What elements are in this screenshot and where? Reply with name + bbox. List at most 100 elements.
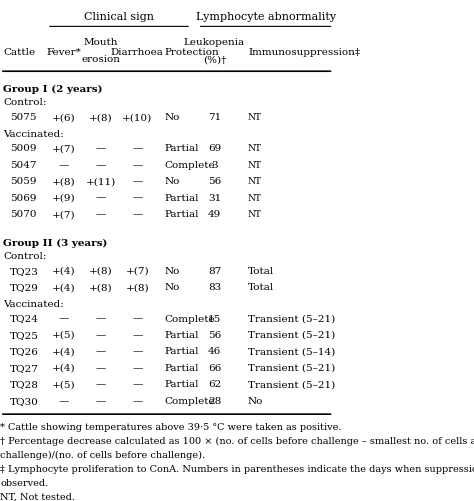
Text: Complete: Complete <box>164 160 215 169</box>
Text: No: No <box>248 396 264 405</box>
Text: Group I (2 years): Group I (2 years) <box>3 85 103 94</box>
Text: Transient (5–21): Transient (5–21) <box>248 380 335 388</box>
Text: NT: NT <box>248 193 262 202</box>
Text: erosion: erosion <box>81 55 120 64</box>
Text: +(5): +(5) <box>52 330 75 339</box>
Text: +(10): +(10) <box>122 113 153 122</box>
Text: No: No <box>164 267 180 276</box>
Text: (%)†: (%)† <box>203 55 226 64</box>
Text: Immunosuppression‡: Immunosuppression‡ <box>248 48 360 57</box>
Text: No: No <box>164 177 180 186</box>
Text: —: — <box>95 209 106 218</box>
Text: ‡ Lymphocyte proliferation to ConA. Numbers in parentheses indicate the days whe: ‡ Lymphocyte proliferation to ConA. Numb… <box>0 464 474 473</box>
Text: —: — <box>95 330 106 339</box>
Text: +(8): +(8) <box>89 283 112 292</box>
Text: +(4): +(4) <box>52 267 75 276</box>
Text: Mouth: Mouth <box>83 38 118 47</box>
Text: NT: NT <box>248 177 262 186</box>
Text: Transient (5–14): Transient (5–14) <box>248 347 335 356</box>
Text: —: — <box>95 347 106 356</box>
Text: Protection: Protection <box>164 48 219 57</box>
Text: —: — <box>132 160 143 169</box>
Text: —: — <box>132 363 143 372</box>
Text: 83: 83 <box>208 283 221 292</box>
Text: TQ29: TQ29 <box>10 283 39 292</box>
Text: —: — <box>132 144 143 153</box>
Text: Transient (5–21): Transient (5–21) <box>248 314 335 323</box>
Text: —: — <box>132 193 143 202</box>
Text: Leukopenia: Leukopenia <box>184 38 245 47</box>
Text: NT: NT <box>248 160 262 169</box>
Text: +(9): +(9) <box>52 193 75 202</box>
Text: 5009: 5009 <box>10 144 36 153</box>
Text: Group II (3 years): Group II (3 years) <box>3 238 108 247</box>
Text: 5070: 5070 <box>10 209 36 218</box>
Text: —: — <box>132 177 143 186</box>
Text: Lymphocyte abnormality: Lymphocyte abnormality <box>196 13 337 23</box>
Text: Cattle: Cattle <box>3 48 36 57</box>
Text: Vaccinated:: Vaccinated: <box>3 129 64 138</box>
Text: —: — <box>58 314 69 323</box>
Text: —: — <box>95 396 106 405</box>
Text: NT, Not tested.: NT, Not tested. <box>0 492 75 501</box>
Text: 46: 46 <box>208 347 221 356</box>
Text: +(7): +(7) <box>126 267 149 276</box>
Text: —: — <box>95 363 106 372</box>
Text: 5047: 5047 <box>10 160 36 169</box>
Text: 87: 87 <box>208 267 221 276</box>
Text: +(7): +(7) <box>52 144 75 153</box>
Text: 62: 62 <box>208 380 221 388</box>
Text: —: — <box>58 396 69 405</box>
Text: 66: 66 <box>208 363 221 372</box>
Text: +(4): +(4) <box>52 283 75 292</box>
Text: NT: NT <box>248 209 262 218</box>
Text: Clinical sign: Clinical sign <box>84 13 154 23</box>
Text: Partial: Partial <box>164 347 199 356</box>
Text: † Percentage decrease calculated as 100 × (no. of cells before challenge – small: † Percentage decrease calculated as 100 … <box>0 436 474 445</box>
Text: Total: Total <box>248 283 274 292</box>
Text: 69: 69 <box>208 144 221 153</box>
Text: Transient (5–21): Transient (5–21) <box>248 363 335 372</box>
Text: —: — <box>132 209 143 218</box>
Text: 5059: 5059 <box>10 177 36 186</box>
Text: NT: NT <box>248 144 262 153</box>
Text: 31: 31 <box>208 193 221 202</box>
Text: —: — <box>132 314 143 323</box>
Text: TQ24: TQ24 <box>10 314 39 323</box>
Text: Transient (5–21): Transient (5–21) <box>248 330 335 339</box>
Text: +(5): +(5) <box>52 380 75 388</box>
Text: Total: Total <box>248 267 274 276</box>
Text: * Cattle showing temperatures above 39·5 °C were taken as positive.: * Cattle showing temperatures above 39·5… <box>0 422 341 431</box>
Text: TQ26: TQ26 <box>10 347 39 356</box>
Text: —: — <box>95 144 106 153</box>
Text: Partial: Partial <box>164 380 199 388</box>
Text: 71: 71 <box>208 113 221 122</box>
Text: +(8): +(8) <box>126 283 149 292</box>
Text: —: — <box>95 193 106 202</box>
Text: TQ23: TQ23 <box>10 267 39 276</box>
Text: Partial: Partial <box>164 144 199 153</box>
Text: Complete: Complete <box>164 314 215 323</box>
Text: observed.: observed. <box>0 478 48 487</box>
Text: —: — <box>95 314 106 323</box>
Text: 28: 28 <box>208 396 221 405</box>
Text: +(8): +(8) <box>89 113 112 122</box>
Text: 49: 49 <box>208 209 221 218</box>
Text: —: — <box>58 160 69 169</box>
Text: +(6): +(6) <box>52 113 75 122</box>
Text: 5069: 5069 <box>10 193 36 202</box>
Text: Partial: Partial <box>164 363 199 372</box>
Text: TQ27: TQ27 <box>10 363 39 372</box>
Text: No: No <box>164 283 180 292</box>
Text: 15: 15 <box>208 314 221 323</box>
Text: Complete: Complete <box>164 396 215 405</box>
Text: Diarrhoea: Diarrhoea <box>111 48 164 57</box>
Text: No: No <box>164 113 180 122</box>
Text: +(8): +(8) <box>89 267 112 276</box>
Text: NT: NT <box>248 113 262 122</box>
Text: Control:: Control: <box>3 98 47 107</box>
Text: —: — <box>95 160 106 169</box>
Text: +(7): +(7) <box>52 209 75 218</box>
Text: Partial: Partial <box>164 193 199 202</box>
Text: —: — <box>95 380 106 388</box>
